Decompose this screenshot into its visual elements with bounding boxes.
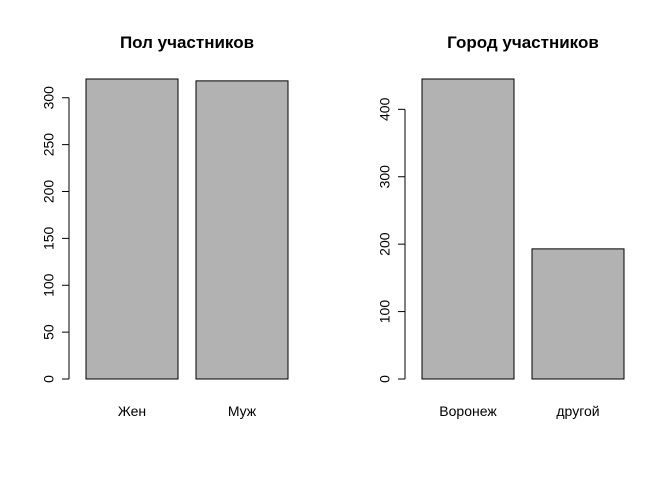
bar-2 [531,248,625,380]
y-tick-label: 200 [377,232,393,256]
bar-1 [421,78,515,380]
chart-panel-city: Город участников Воронеж другой 0 100 200 300 4… [377,33,625,419]
y-tick-label: 300 [377,165,393,189]
category-label: другой [556,403,599,419]
category-label: Жен [118,403,146,419]
category-label: Воронеж [439,403,497,419]
chart-title: Город участников [447,33,599,52]
bar-2 [195,80,289,380]
y-tick-label: 250 [41,133,57,157]
chart-title: Пол участников [120,33,254,52]
category-label: Муж [228,403,257,419]
y-tick-label: 150 [41,226,57,250]
chart-panel-gender: Пол участников Жен Муж 0 50 100 150 200 250 300 [41,33,289,419]
y-tick-label: 100 [41,273,57,297]
bar-1 [85,78,179,380]
y-tick-label: 100 [377,300,393,324]
y-tick-label: 400 [377,97,393,121]
y-tick-label: 50 [41,324,57,340]
y-tick-label: 0 [377,375,393,383]
y-tick-label: 200 [41,180,57,204]
y-tick-label: 300 [41,86,57,110]
y-tick-label: 0 [41,375,57,383]
